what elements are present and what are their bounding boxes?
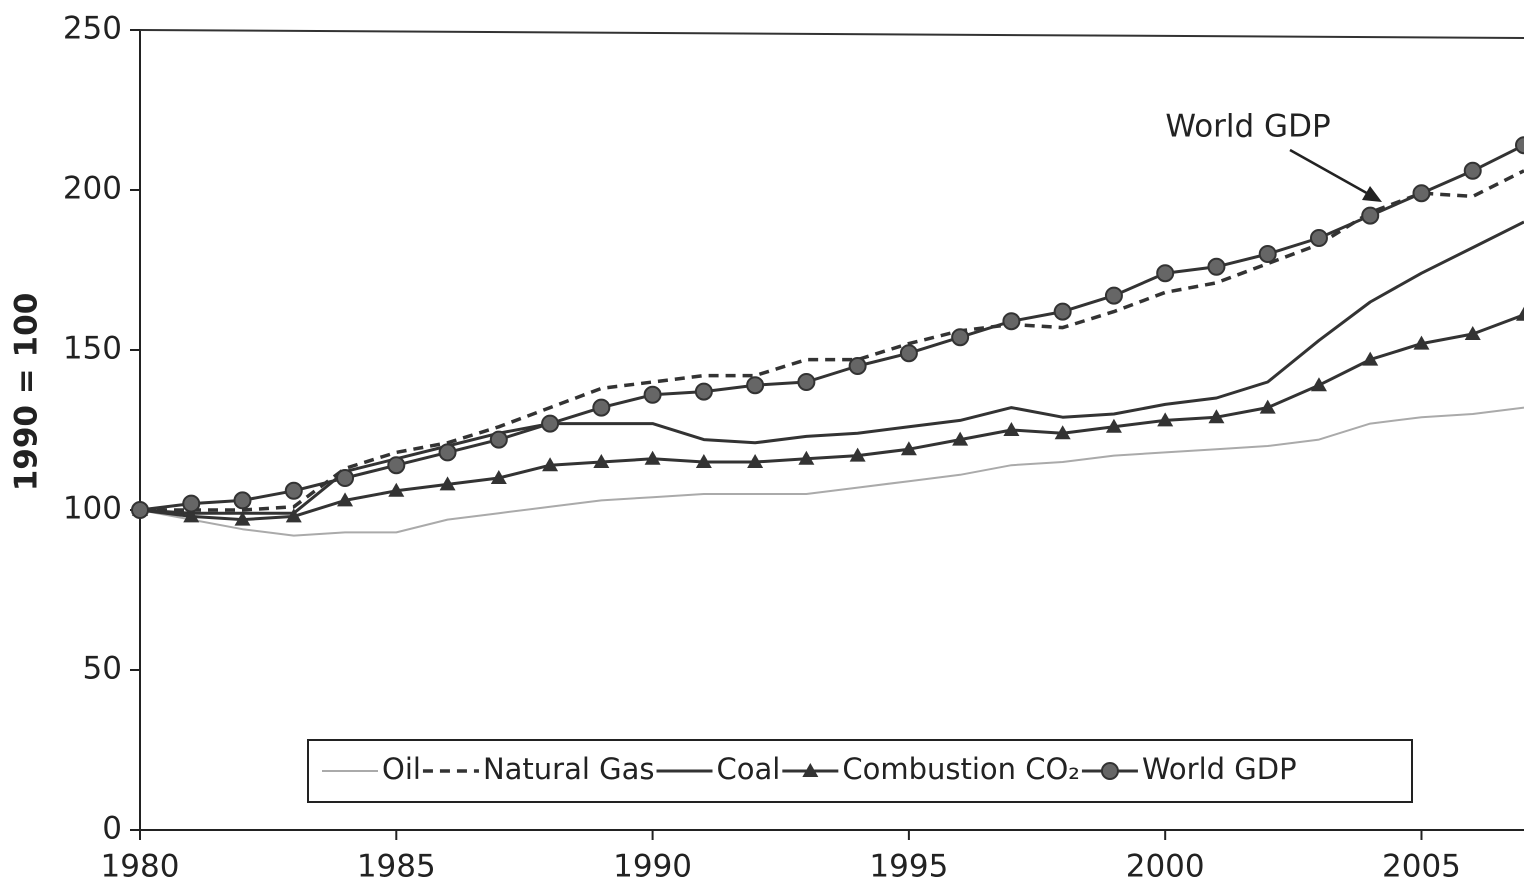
marker-triangle bbox=[388, 482, 405, 497]
annotation-arrow bbox=[1289, 148, 1373, 198]
marker-triangle bbox=[798, 450, 815, 465]
marker-circle bbox=[848, 357, 867, 375]
marker-triangle bbox=[1413, 335, 1430, 350]
series-line bbox=[139, 313, 1524, 522]
marker-circle bbox=[131, 501, 149, 519]
marker-circle bbox=[1463, 161, 1482, 180]
legend-label: Coal bbox=[717, 752, 781, 786]
marker-triangle bbox=[747, 454, 764, 468]
series-line bbox=[139, 406, 1524, 537]
marker-circle bbox=[1515, 136, 1524, 155]
marker-triangle bbox=[644, 450, 661, 465]
marker-circle bbox=[694, 382, 713, 401]
marker-circle bbox=[387, 456, 406, 475]
marker-circle bbox=[643, 385, 662, 404]
marker-triangle bbox=[1003, 422, 1020, 436]
marker-triangle bbox=[900, 441, 917, 456]
top-border bbox=[139, 29, 1524, 39]
marker-triangle bbox=[593, 454, 610, 468]
marker-circle bbox=[489, 430, 508, 449]
marker-triangle bbox=[285, 508, 302, 523]
y-tick-label: 0 bbox=[102, 811, 122, 847]
marker-circle bbox=[1258, 245, 1277, 263]
annotation: World GDP bbox=[1165, 109, 1330, 145]
marker-circle bbox=[1002, 312, 1021, 331]
marker-triangle bbox=[849, 447, 866, 462]
x-tick-label: 1990 bbox=[613, 849, 692, 885]
legend: Oil Natural Gas Coal Combustion CO₂ World GD… bbox=[307, 739, 1413, 803]
marker-circle bbox=[1053, 302, 1072, 321]
y-tick-label: 150 bbox=[63, 331, 122, 367]
marker-triangle bbox=[1208, 409, 1225, 424]
marker-circle bbox=[284, 481, 303, 500]
marker-triangle bbox=[1157, 412, 1174, 427]
marker-circle bbox=[1207, 257, 1226, 276]
legend-label: World GDP bbox=[1142, 752, 1297, 786]
marker-triangle bbox=[1105, 418, 1122, 433]
marker-circle bbox=[438, 443, 457, 462]
x-tick-label: 1980 bbox=[101, 849, 180, 885]
marker-circle bbox=[182, 494, 201, 513]
marker-triangle bbox=[1054, 425, 1071, 440]
x-tick-label: 2005 bbox=[1382, 849, 1461, 885]
marker-circle bbox=[336, 469, 355, 487]
marker-circle bbox=[1100, 762, 1119, 780]
y-tick-label: 250 bbox=[63, 11, 122, 47]
marker-triangle bbox=[1464, 326, 1481, 340]
series-line bbox=[139, 143, 1524, 512]
x-tick-label: 1985 bbox=[357, 849, 436, 885]
legend-label: Natural Gas bbox=[483, 752, 655, 786]
series-line bbox=[140, 169, 1524, 512]
marker-triangle bbox=[1362, 351, 1379, 366]
marker-circle bbox=[233, 491, 252, 510]
marker-triangle bbox=[802, 763, 819, 777]
marker-circle bbox=[1104, 286, 1123, 305]
marker-triangle bbox=[183, 508, 200, 523]
marker-circle bbox=[746, 376, 765, 395]
x-tick-label: 2000 bbox=[1126, 849, 1205, 885]
marker-circle bbox=[797, 373, 816, 391]
marker-circle bbox=[951, 328, 970, 347]
marker-triangle bbox=[439, 476, 456, 491]
marker-triangle bbox=[1516, 306, 1524, 321]
series-line bbox=[139, 220, 1524, 515]
marker-circle bbox=[592, 398, 611, 417]
annotation-arrowhead bbox=[1362, 186, 1382, 202]
marker-triangle bbox=[337, 492, 354, 507]
marker-circle bbox=[1309, 229, 1328, 247]
marker-triangle bbox=[234, 511, 251, 526]
marker-triangle bbox=[1259, 399, 1276, 414]
marker-triangle bbox=[542, 457, 559, 472]
marker-circle bbox=[1412, 184, 1431, 203]
marker-circle bbox=[1361, 206, 1380, 225]
marker-triangle bbox=[952, 431, 969, 446]
legend-label: Oil bbox=[382, 752, 421, 786]
marker-triangle bbox=[1310, 377, 1327, 392]
marker-triangle bbox=[490, 470, 507, 484]
marker-circle bbox=[541, 414, 560, 433]
y-axis-label: 1990 = 100 bbox=[9, 293, 45, 492]
legend-box bbox=[307, 739, 1413, 803]
y-tick-label: 100 bbox=[63, 491, 122, 527]
legend-label: Combustion CO₂ bbox=[842, 752, 1080, 786]
y-tick-label: 200 bbox=[63, 171, 122, 207]
marker-triangle bbox=[695, 454, 712, 468]
marker-circle bbox=[899, 344, 918, 363]
x-tick-label: 1995 bbox=[869, 849, 948, 885]
y-tick-label: 50 bbox=[83, 651, 122, 687]
marker-circle bbox=[1156, 264, 1175, 283]
